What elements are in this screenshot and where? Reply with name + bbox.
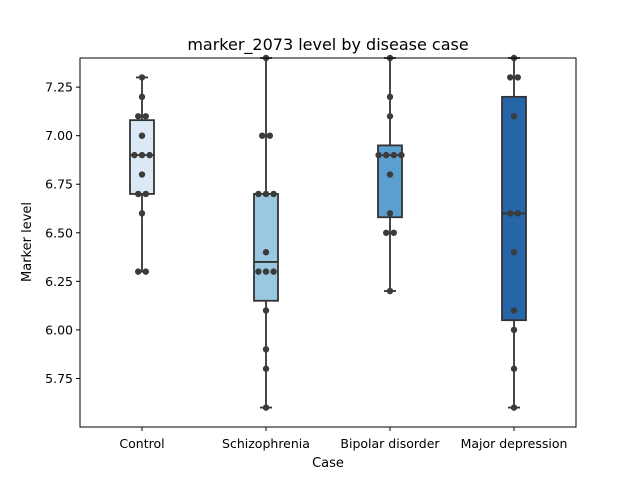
data-point bbox=[270, 190, 277, 198]
y-tick-label: 7.00 bbox=[45, 128, 73, 143]
data-point bbox=[510, 326, 518, 334]
x-tick-label: Major depression bbox=[461, 436, 568, 451]
data-point bbox=[510, 307, 518, 314]
data-point bbox=[514, 210, 521, 217]
data-point bbox=[142, 113, 149, 120]
data-point bbox=[255, 268, 262, 275]
x-tick-label: Bipolar disorder bbox=[340, 436, 440, 451]
data-point bbox=[510, 404, 518, 411]
y-tick-label: 6.25 bbox=[45, 274, 73, 289]
data-point bbox=[386, 210, 394, 217]
data-point bbox=[507, 74, 514, 81]
data-point bbox=[375, 151, 382, 159]
data-point bbox=[138, 93, 146, 101]
plot-area: 5.75 6.00 6.25 6.50 6.75 7.00 7.25 Control Schiz… bbox=[45, 54, 568, 451]
data-point bbox=[514, 74, 521, 81]
data-point bbox=[138, 132, 146, 139]
data-point bbox=[131, 151, 138, 159]
data-point bbox=[259, 132, 266, 139]
x-tick-label: Control bbox=[119, 436, 164, 451]
data-point bbox=[383, 229, 390, 236]
axes-frame bbox=[79, 57, 577, 428]
data-point bbox=[262, 268, 270, 275]
data-point bbox=[138, 74, 146, 81]
data-point bbox=[138, 210, 146, 217]
box-3 bbox=[501, 95, 527, 322]
data-point bbox=[142, 190, 149, 198]
data-point bbox=[262, 365, 270, 372]
data-point bbox=[138, 171, 146, 178]
data-point bbox=[135, 190, 142, 198]
data-point bbox=[507, 210, 514, 217]
data-point bbox=[262, 190, 270, 198]
box-2 bbox=[377, 144, 403, 219]
data-point bbox=[386, 287, 394, 295]
y-tick-label: 5.75 bbox=[45, 371, 73, 386]
data-point bbox=[135, 113, 142, 120]
data-point bbox=[135, 268, 142, 275]
y-tick-label: 6.75 bbox=[45, 177, 73, 192]
y-axis-label: Marker level bbox=[20, 202, 35, 282]
data-point bbox=[398, 151, 405, 159]
data-point bbox=[262, 307, 270, 314]
data-point bbox=[510, 249, 518, 256]
data-point bbox=[262, 404, 270, 411]
data-point bbox=[390, 229, 397, 236]
x-axis-label: Case bbox=[312, 456, 344, 471]
data-point bbox=[262, 249, 270, 256]
y-tick-label: 6.50 bbox=[45, 225, 73, 240]
data-point bbox=[146, 151, 153, 159]
y-tick-label: 6.00 bbox=[45, 322, 73, 337]
data-point bbox=[270, 268, 277, 275]
data-point bbox=[262, 346, 270, 353]
data-point bbox=[386, 171, 394, 178]
data-point bbox=[138, 151, 146, 159]
x-tick-label: Schizophrenia bbox=[222, 436, 310, 451]
data-point bbox=[390, 151, 397, 159]
data-point bbox=[510, 113, 518, 120]
box-1 bbox=[253, 193, 279, 302]
chart-title: marker_2073 level by disease case bbox=[187, 35, 468, 55]
data-point bbox=[255, 190, 262, 198]
data-point bbox=[266, 132, 273, 139]
data-point bbox=[510, 365, 518, 372]
data-point bbox=[383, 151, 390, 159]
y-tick-label: 7.25 bbox=[45, 80, 73, 95]
data-point bbox=[142, 268, 149, 275]
data-point bbox=[386, 113, 394, 120]
data-point bbox=[386, 93, 394, 101]
